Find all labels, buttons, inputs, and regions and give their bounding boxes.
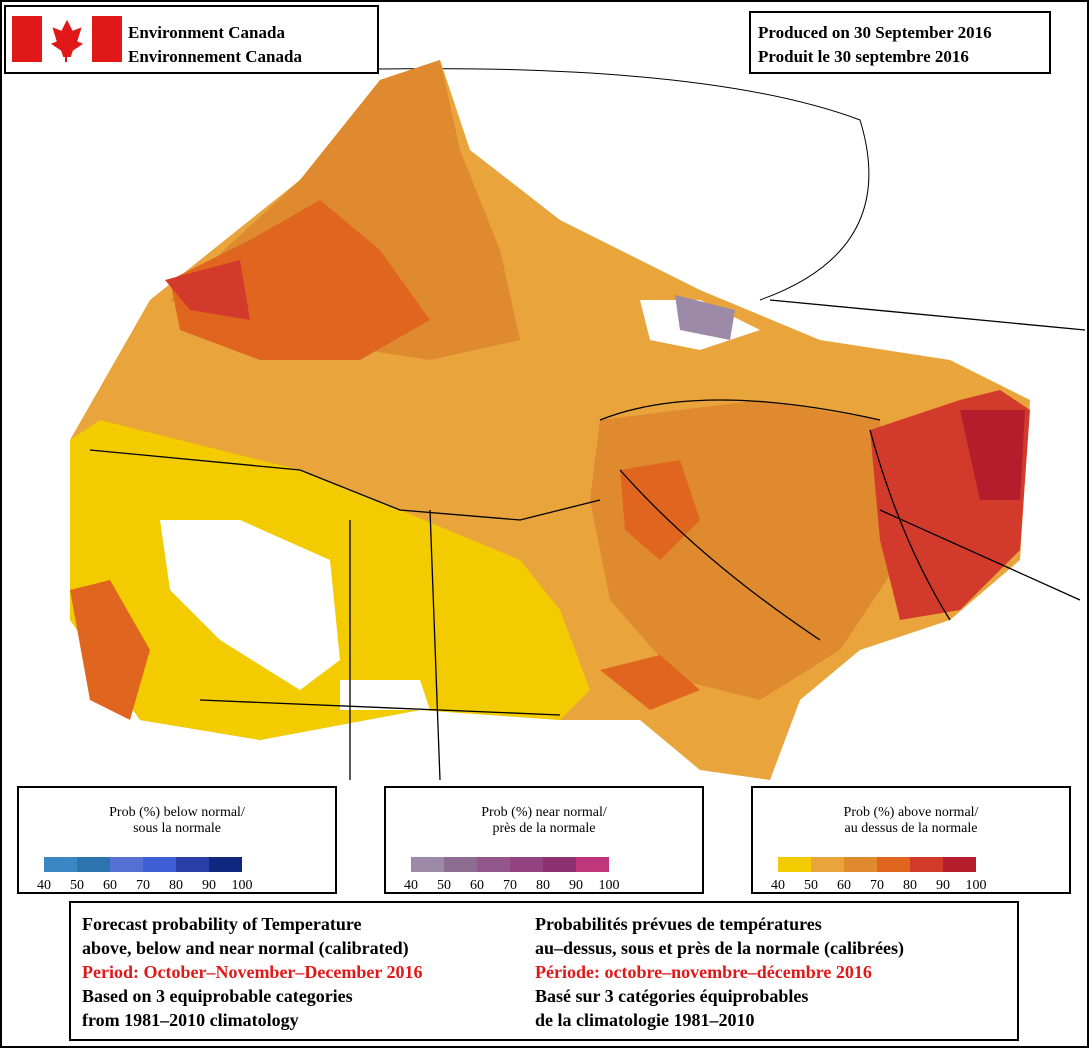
above-70	[170, 200, 430, 360]
footer-line: Probabilités prévues de températures	[535, 914, 822, 934]
graticule	[329, 68, 870, 301]
legend-title: près de la normale	[492, 821, 595, 836]
no-signal	[160, 520, 340, 690]
legend-tick: 80	[903, 878, 917, 893]
legend-tick: 100	[599, 878, 620, 893]
above-70	[600, 655, 700, 710]
footer-text: Forecast probability of Temperature above…	[82, 914, 904, 1030]
legend-title: Prob (%) below normal/	[109, 805, 245, 820]
footer-line: above, below and near normal (calibrated…	[82, 938, 409, 959]
legend-tick: 40	[37, 878, 51, 893]
legend-swatch	[143, 857, 176, 872]
legend-swatch	[411, 857, 444, 872]
agency-en: Environment Canada	[128, 23, 285, 42]
footer: Forecast probability of Temperature above…	[69, 901, 1019, 1041]
legend-swatch	[44, 857, 77, 872]
legend-tick: 50	[437, 878, 451, 893]
legend-swatch	[176, 857, 209, 872]
legend-tick: 100	[232, 878, 253, 893]
footer-line: Period: October–November–December 2016	[82, 962, 423, 982]
legend-tick: 60	[470, 878, 484, 893]
legend-swatch	[110, 857, 143, 872]
agency-box: Environment Canada Environnement Canada	[4, 5, 379, 74]
legend-swatch	[811, 857, 844, 872]
legend-swatch	[77, 857, 110, 872]
legend-tick: 60	[837, 878, 851, 893]
legend-title: au dessus de la normale	[845, 821, 978, 836]
legend-tick: 90	[202, 878, 216, 893]
maple-leaf	[50, 19, 84, 62]
legend-swatch	[910, 857, 943, 872]
footer-line: Basé sur 3 catégories équiprobables	[535, 986, 808, 1006]
footer-line: Based on 3 equiprobable categories	[82, 986, 353, 1006]
legend-swatch	[444, 857, 477, 872]
header-box	[749, 11, 1051, 74]
legend-swatch	[844, 857, 877, 872]
footer-line: from 1981–2010 climatology	[82, 1010, 299, 1030]
legend-box	[751, 786, 1071, 894]
legend-tick: 100	[966, 878, 987, 893]
legend-tick: 50	[804, 878, 818, 893]
legend-tick: 90	[936, 878, 950, 893]
legend-swatch	[543, 857, 576, 872]
legend-swatch	[510, 857, 543, 872]
legend-swatch	[477, 857, 510, 872]
flag-band	[92, 16, 122, 62]
legend-title: sous la normale	[133, 821, 221, 836]
legend-tick: 80	[169, 878, 183, 893]
legend-tick: 50	[70, 878, 84, 893]
legend-tick: 70	[503, 878, 517, 893]
agency-fr: Environnement Canada	[128, 47, 302, 66]
legend-swatch	[877, 857, 910, 872]
legend-tick: 40	[771, 878, 785, 893]
no-signal	[340, 680, 430, 710]
above-70	[70, 580, 150, 720]
footer-box	[69, 901, 1019, 1041]
above-80	[165, 260, 250, 320]
flag-band	[12, 16, 42, 62]
produced-fr: Produit le 30 septembre 2016	[758, 47, 969, 66]
map	[70, 60, 1086, 781]
above-70	[620, 460, 700, 560]
legend-swatch	[943, 857, 976, 872]
legend-title: Prob (%) near normal/	[481, 805, 607, 820]
legend-swatch	[576, 857, 609, 872]
legend-tick: 90	[569, 878, 583, 893]
near-40	[675, 295, 735, 340]
footer-line: Forecast probability of Temperature	[82, 914, 361, 934]
legend-swatch	[209, 857, 242, 872]
footer-line: de la climatologie 1981–2010	[535, 1010, 754, 1030]
legend-title: Prob (%) above normal/	[844, 805, 979, 820]
legend-tick: 80	[536, 878, 550, 893]
produced-en: Produced on 30 September 2016	[758, 23, 992, 42]
above-90	[960, 410, 1025, 500]
produced-box: Produced on 30 September 2016 Produit le…	[749, 11, 1051, 74]
legend-tick: 70	[870, 878, 884, 893]
legend-box	[17, 786, 337, 894]
legend-tick: 60	[103, 878, 117, 893]
footer-line: Période: octobre–novembre–décembre 2016	[535, 962, 872, 982]
legend-tick: 40	[404, 878, 418, 893]
legend-box	[384, 786, 704, 894]
legends: Prob (%) below normal/sous la normale 40 5…	[17, 786, 1071, 894]
legend-tick: 70	[136, 878, 150, 893]
legend-swatch	[778, 857, 811, 872]
footer-line: au–dessus, sous et près de la normale (c…	[535, 938, 904, 959]
boundaries	[89, 299, 1086, 781]
